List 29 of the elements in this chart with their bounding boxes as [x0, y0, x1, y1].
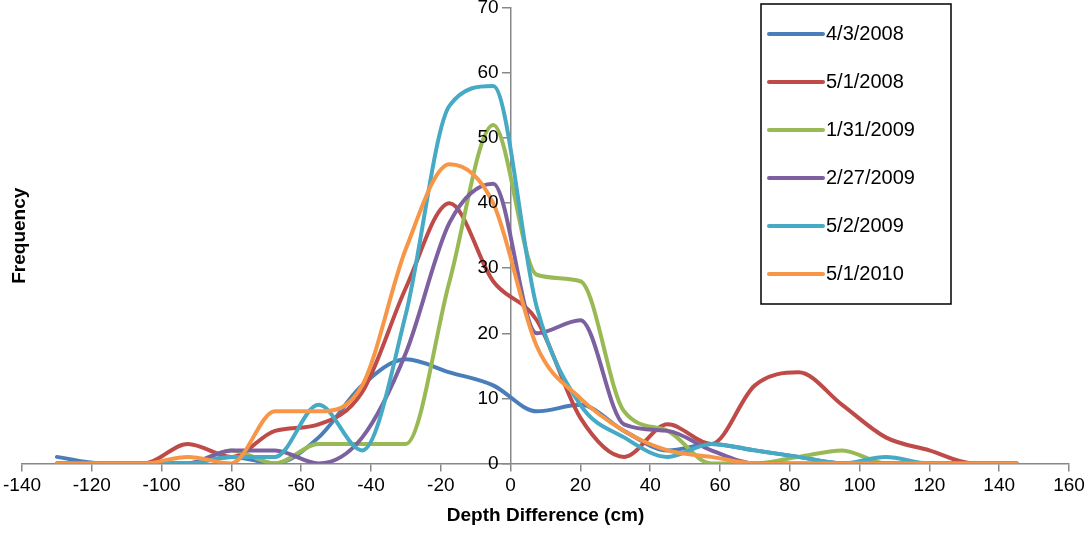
- x-axis-title: Depth Difference (cm): [446, 503, 645, 525]
- x-tick-label: -140: [3, 474, 42, 496]
- x-tick-label: -20: [427, 474, 455, 496]
- x-tick-label: -80: [217, 474, 246, 496]
- legend-label: 1/31/2009: [826, 117, 915, 140]
- legend-label: 5/2/2009: [826, 213, 904, 236]
- legend-label: 5/1/2010: [826, 261, 904, 284]
- y-tick-label: 10: [477, 386, 499, 408]
- x-tick-label: 40: [639, 474, 661, 496]
- x-tick-label: 100: [843, 474, 876, 496]
- y-axis-title: Frequency: [8, 187, 30, 284]
- y-tick-label: 70: [477, 0, 499, 18]
- x-tick-label: 120: [913, 474, 946, 496]
- x-tick-label: 140: [983, 474, 1016, 496]
- x-tick-label: 60: [709, 474, 731, 496]
- x-tick-label: 20: [569, 474, 591, 496]
- x-tick-label: 80: [779, 474, 801, 496]
- x-tick-label: 160: [1053, 474, 1085, 496]
- legend-label: 5/1/2008: [826, 69, 904, 92]
- x-tick-label: -120: [72, 474, 111, 496]
- y-tick-label: 60: [477, 61, 499, 83]
- y-tick-label: 0: [488, 451, 499, 473]
- y-tick-label: 20: [477, 321, 499, 343]
- x-tick-label: -100: [142, 474, 181, 496]
- x-tick-label: 0: [505, 474, 516, 496]
- x-tick-label: -60: [287, 474, 315, 496]
- legend-label: 4/3/2008: [826, 21, 904, 44]
- x-tick-label: -40: [357, 474, 385, 496]
- legend-label: 2/27/2009: [826, 165, 915, 188]
